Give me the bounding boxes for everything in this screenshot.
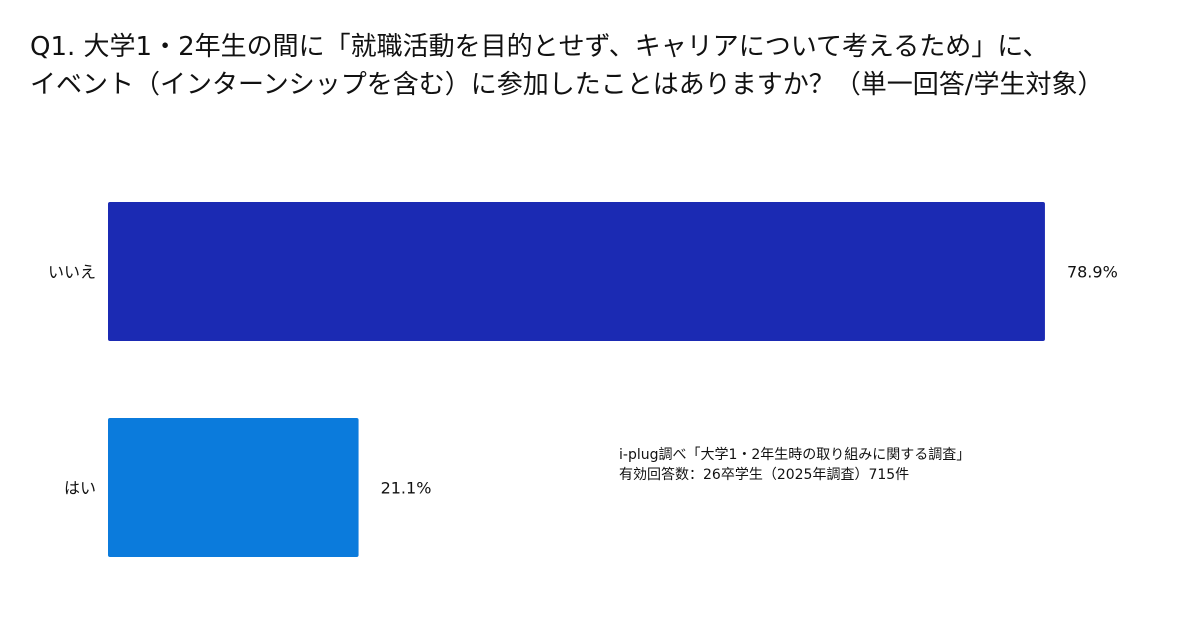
bar-1 [108, 202, 1045, 341]
value-label-1: 78.9% [1067, 263, 1118, 282]
category-label-1: いいえ [48, 263, 96, 282]
chart-title: Q1. 大学1・2年生の間に「就職活動を目的とせず、キャリアについて考えるため」… [30, 28, 1180, 104]
source-note-line-2: 有効回答数：26卒学生（2025年調査）715件 [619, 467, 910, 483]
source-note-line-1: i-plug調べ「大学1・2年生時の取り組みに関する調査」 [619, 447, 971, 463]
source-note: i-plug調べ「大学1・2年生時の取り組みに関する調査」 有効回答数：26卒学… [619, 445, 970, 485]
category-label-2: はい [64, 479, 96, 498]
title-line-1: Q1. 大学1・2年生の間に「就職活動を目的とせず、キャリアについて考えるため」… [30, 32, 1049, 62]
value-label-2: 21.1% [381, 479, 432, 498]
title-line-2: イベント（インターンシップを含む）に参加したことはありますか？（単一回答/学生対… [30, 70, 1104, 100]
bar-2 [108, 418, 359, 557]
